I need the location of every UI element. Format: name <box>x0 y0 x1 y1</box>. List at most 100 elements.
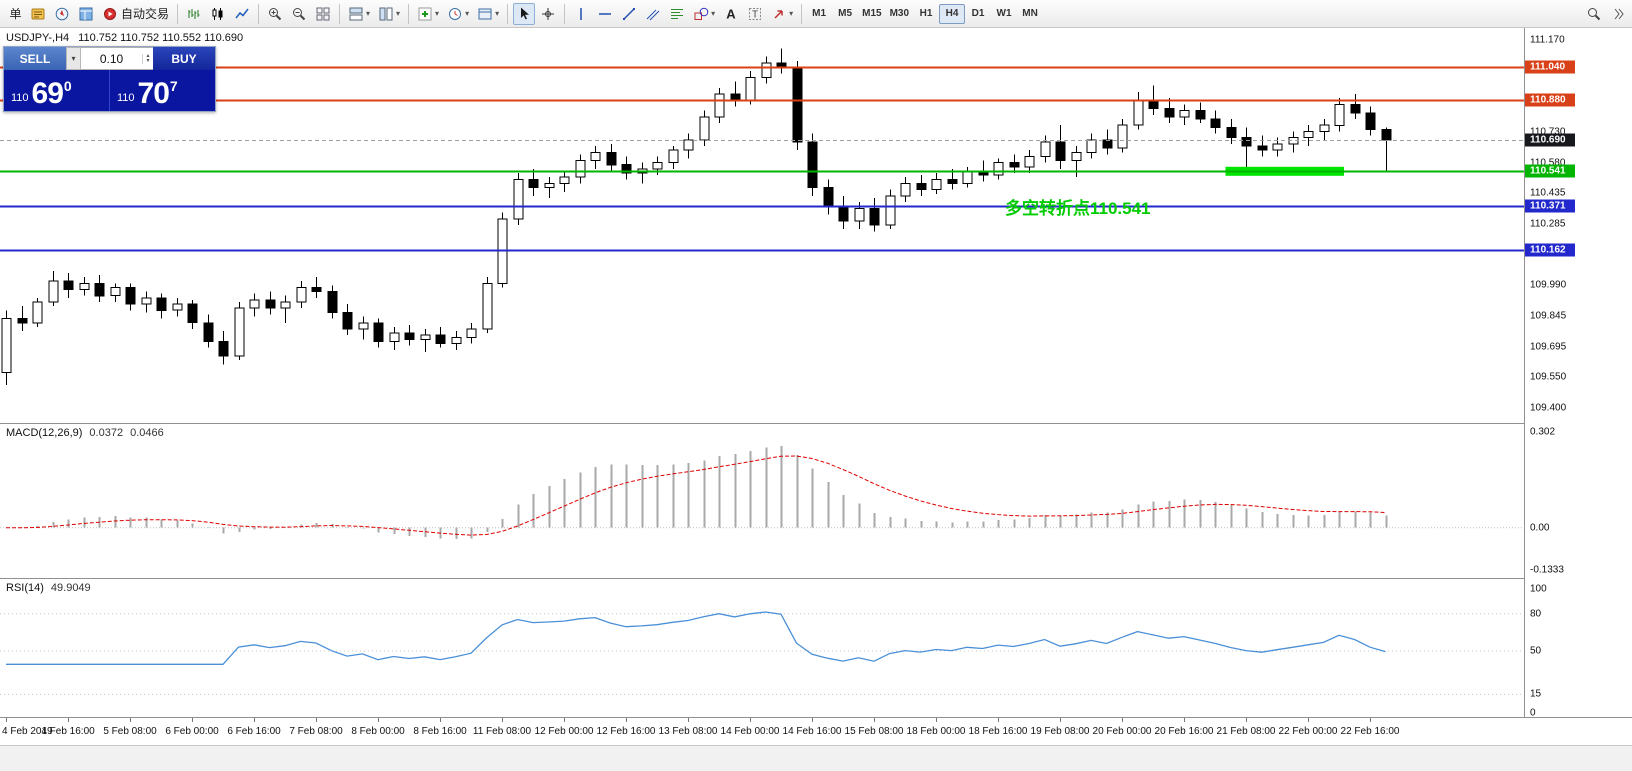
candle <box>451 331 462 350</box>
toolbar-separator <box>507 3 509 24</box>
vline-icon <box>573 6 589 22</box>
level-lines <box>0 66 1524 252</box>
timeframe-m30[interactable]: M30 <box>889 8 910 19</box>
price-badge: 110.162 <box>1525 243 1575 257</box>
candle <box>730 81 741 107</box>
bar-chart-button[interactable] <box>183 3 205 25</box>
crosshair-button[interactable] <box>537 3 559 25</box>
text-label-button[interactable]: T <box>744 3 766 25</box>
candle <box>931 173 942 194</box>
trendline-button[interactable] <box>618 3 640 25</box>
candle <box>1164 98 1175 124</box>
time-axis-tick <box>68 718 69 722</box>
bid-price-button[interactable]: 110 69 0 <box>4 70 109 111</box>
line-chart-button[interactable] <box>231 3 253 25</box>
lot-size-value[interactable]: 0.10 <box>99 51 124 66</box>
price-axis[interactable]: 111.170 110.730 110.580 110.435 110.285 109.9… <box>1524 28 1632 719</box>
timeframe-h4[interactable]: H4 <box>939 3 966 24</box>
toolbar-separator <box>564 3 566 24</box>
horizontal-line-button[interactable] <box>594 3 616 25</box>
candle <box>1071 146 1082 178</box>
cursor-button[interactable] <box>513 2 536 25</box>
timeframe-h1[interactable]: H1 <box>919 8 933 19</box>
panel-splitter[interactable] <box>0 423 1632 424</box>
market-watch-button[interactable] <box>27 3 49 25</box>
panel-splitter[interactable] <box>0 578 1632 579</box>
timeframe-d1[interactable]: D1 <box>971 8 985 19</box>
time-axis-tick <box>564 718 565 722</box>
chart-candles-icon <box>210 6 226 22</box>
time-axis[interactable]: 4 Feb 2019 4 Feb 16:00 5 Feb 08:00 6 Feb 00… <box>0 717 1632 745</box>
timeframe-m5[interactable]: M5 <box>838 8 853 19</box>
chevron-down-icon: ▾ <box>435 9 440 18</box>
rsi-axis-label: 50 <box>1530 645 1542 657</box>
search-button[interactable] <box>1583 3 1605 25</box>
timeframe-w1[interactable]: W1 <box>996 8 1012 19</box>
toolbar-overflow-button[interactable] <box>1607 3 1629 25</box>
shapes-button[interactable]: ▾ <box>690 3 718 25</box>
rsi-name: RSI(14) <box>6 582 44 594</box>
data-window-button[interactable] <box>75 3 97 25</box>
candle <box>156 293 167 319</box>
ask-pipette: 7 <box>169 78 178 94</box>
shapes-icon <box>693 6 709 22</box>
main-toolbar: 单 自动交易 ▾ ▾ ▾ ▾ ▾ ▾ A T ▾ M1 M5 M15 M30 H1 H4 D1 W1 MN <box>0 0 1632 28</box>
candle <box>869 198 880 232</box>
text-object-annotation[interactable]: 多空转折点110.541 <box>1005 199 1151 218</box>
time-axis-label: 14 Feb 16:00 <box>782 726 842 737</box>
lot-spinner[interactable]: ▴ ▾ <box>142 52 153 64</box>
autotrading-button[interactable]: 自动交易 <box>99 3 172 25</box>
time-axis-tick <box>316 718 317 722</box>
fibonacci-button[interactable] <box>666 3 688 25</box>
vertical-line-button[interactable] <box>570 3 592 25</box>
text-button[interactable]: A <box>720 3 742 25</box>
timeframe-m1[interactable]: M1 <box>812 8 827 19</box>
macd-chart[interactable] <box>0 424 1524 578</box>
sell-button[interactable]: SELL <box>4 47 66 70</box>
indicators-button[interactable]: ▾ <box>414 3 442 25</box>
spinner-up-icon[interactable]: ▴ <box>146 52 150 59</box>
candlestick-chart-button[interactable] <box>207 3 229 25</box>
trade-options-dropdown[interactable]: ▾ <box>66 47 81 70</box>
buy-button[interactable]: BUY <box>153 47 215 70</box>
fibonacci-icon <box>669 6 685 22</box>
bid-big-digits: 69 <box>31 77 64 110</box>
macd-label: MACD(12,26,9) 0.0372 0.0466 <box>6 427 164 439</box>
rsi-axis-label: 15 <box>1530 688 1542 700</box>
chevrons-icon <box>1610 6 1626 22</box>
periods-button[interactable]: ▾ <box>444 3 472 25</box>
candle <box>1086 133 1097 159</box>
price-badge: 111.040 <box>1525 60 1575 74</box>
chart-line-icon <box>234 6 250 22</box>
periods-icon <box>447 6 463 22</box>
ask-price-button[interactable]: 110 70 7 <box>109 70 215 111</box>
zoom-out-button[interactable] <box>288 3 310 25</box>
timeframe-mn[interactable]: MN <box>1022 8 1038 19</box>
price-axis-label: 110.580 <box>1530 157 1566 169</box>
zoom-in-button[interactable] <box>264 3 286 25</box>
price-chart-panel: USDJPY-,H4 110.752 110.752 110.552 110.69… <box>0 28 1524 423</box>
candle <box>1303 125 1314 147</box>
time-axis-tick <box>626 718 627 722</box>
candle <box>1195 102 1206 124</box>
candle <box>218 331 229 365</box>
channel-button[interactable] <box>642 3 664 25</box>
tile-vertical-button[interactable]: ▾ <box>375 3 403 25</box>
rsi-axis-label: 100 <box>1530 583 1547 595</box>
candle <box>17 306 28 332</box>
rsi-chart[interactable] <box>0 579 1524 717</box>
templates-button[interactable]: ▾ <box>474 3 502 25</box>
indicators-icon <box>417 6 433 22</box>
spinner-down-icon[interactable]: ▾ <box>146 57 150 64</box>
arrow-objects-button[interactable]: ▾ <box>768 3 796 25</box>
new-order-button[interactable]: 单 <box>3 3 25 25</box>
navigator-button[interactable] <box>51 3 73 25</box>
time-axis-label: 18 Feb 16:00 <box>968 726 1028 737</box>
timeframe-m15[interactable]: M15 <box>862 8 882 19</box>
chart-area[interactable] <box>0 28 1524 423</box>
tile-horizontal-button[interactable]: ▾ <box>345 3 373 25</box>
auto-arrange-button[interactable] <box>312 3 334 25</box>
candle <box>683 133 694 159</box>
candle <box>1381 127 1392 171</box>
lot-size-field[interactable]: 0.10 ▴ ▾ <box>81 47 153 70</box>
